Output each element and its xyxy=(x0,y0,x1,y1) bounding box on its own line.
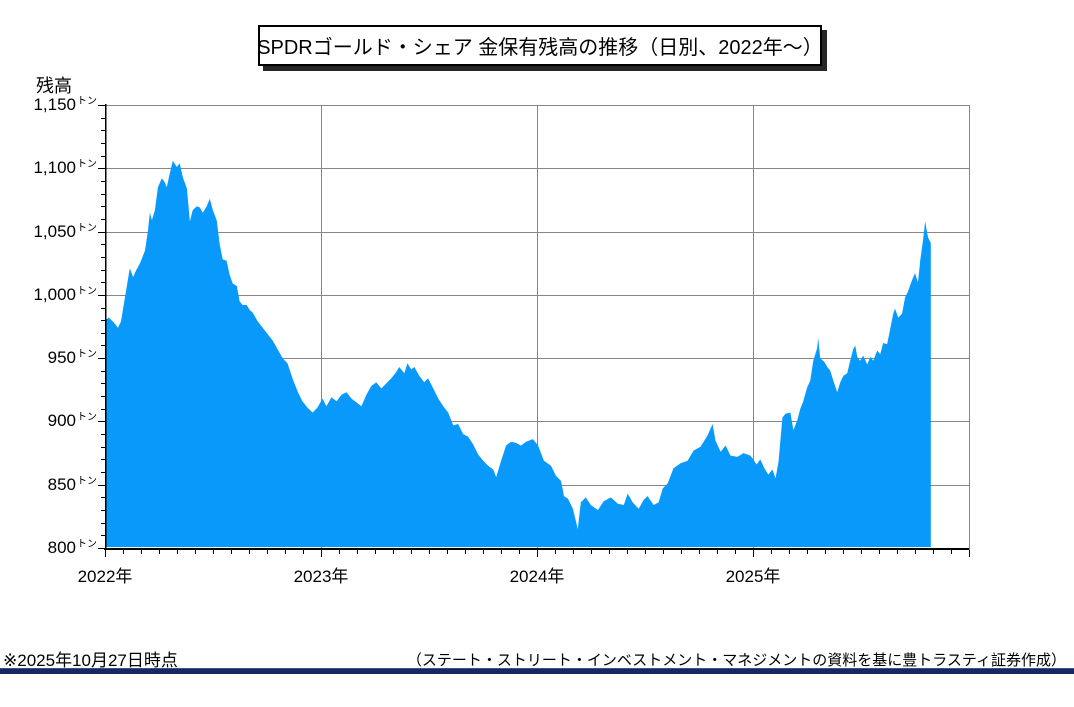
x-tick-label: 2023年 xyxy=(293,567,349,586)
y-axis-title: 残高 xyxy=(36,76,72,96)
x-tick-label: 2022年 xyxy=(77,567,133,586)
x-tick-label: 2025年 xyxy=(725,567,781,586)
y-tick-label: 850トン xyxy=(47,474,97,494)
gold-holdings-area-chart xyxy=(98,104,970,557)
as-of-date-note: ※2025年10月27日時点 xyxy=(3,651,178,670)
chart-title: SPDRゴールド・シェア 金保有残高の推移（日別、2022年～） xyxy=(257,37,823,59)
y-tick-unit: トン xyxy=(77,349,97,361)
y-tick-label: 950トン xyxy=(47,348,97,368)
y-tick-label: 1,150トン xyxy=(33,95,97,114)
chart-title-box: SPDRゴールド・シェア 金保有残高の推移（日別、2022年～） xyxy=(257,25,823,66)
source-credit: （ステート・ストリート・インベストメント・マネジメントの資料を基に豊トラスティ証… xyxy=(406,652,1066,669)
y-tick-unit: トン xyxy=(77,96,97,107)
y-tick-label: 1,050トン xyxy=(33,221,97,241)
footer-divider-line xyxy=(0,668,1074,674)
y-tick-unit: トン xyxy=(77,475,97,487)
y-tick-unit: トン xyxy=(77,285,97,297)
y-tick-unit: トン xyxy=(77,159,97,171)
y-tick-unit: トン xyxy=(77,539,97,550)
y-tick-label: 800トン xyxy=(47,538,97,557)
y-tick-unit: トン xyxy=(77,412,97,424)
x-tick-label: 2024年 xyxy=(509,567,565,586)
y-tick-label: 1,000トン xyxy=(33,284,97,304)
y-tick-label: 900トン xyxy=(47,411,97,431)
y-tick-label: 1,100トン xyxy=(33,158,97,178)
y-tick-unit: トン xyxy=(77,222,97,234)
